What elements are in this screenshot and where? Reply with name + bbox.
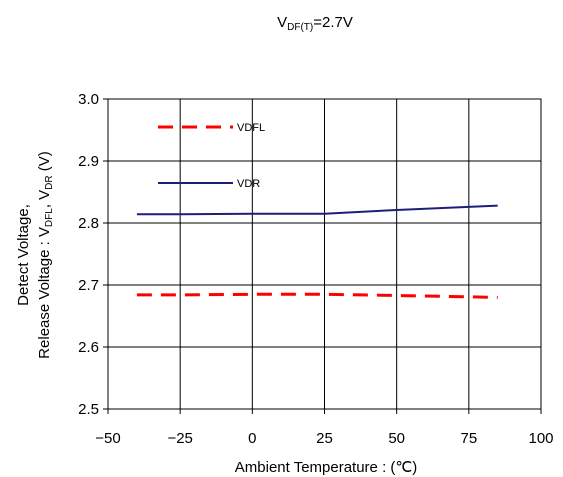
series-line-vdr bbox=[136, 204, 498, 216]
x-tick-label: 0 bbox=[248, 430, 256, 447]
y-axis-label: Detect Voltage, Release Voltage : VDFL, … bbox=[15, 151, 55, 359]
y-axis-label-line1: Detect Voltage, bbox=[15, 204, 32, 306]
x-tick-label: −50 bbox=[95, 430, 120, 447]
y-tick-label: 2.5 bbox=[78, 401, 99, 418]
y-tick-label: 2.6 bbox=[78, 339, 99, 356]
y-tick-label: 3.0 bbox=[78, 91, 99, 108]
y-tick-label: 2.7 bbox=[78, 277, 99, 294]
x-tick-label: 100 bbox=[528, 430, 553, 447]
y-tick-label: 2.8 bbox=[78, 215, 99, 232]
series-line-vdfl bbox=[136, 292, 498, 299]
y-tick-label: 2.9 bbox=[78, 153, 99, 170]
legend-label-vdr: VDR bbox=[237, 178, 260, 190]
x-axis-label: Ambient Temperature : (℃) bbox=[235, 459, 417, 476]
x-axis-ticks: −50 −25 0 25 50 75 100 bbox=[95, 409, 554, 447]
series-layer bbox=[136, 204, 498, 299]
legend: VDFL VDR bbox=[158, 122, 265, 190]
chart-title: VDF(T)=2.7V bbox=[277, 14, 353, 33]
grid bbox=[108, 99, 541, 409]
y-axis-ticks: 2.5 2.6 2.7 2.8 2.9 3.0 bbox=[78, 91, 108, 418]
x-tick-label: 25 bbox=[316, 430, 333, 447]
x-tick-label: 50 bbox=[388, 430, 405, 447]
x-tick-label: 75 bbox=[460, 430, 477, 447]
x-tick-label: −25 bbox=[167, 430, 192, 447]
legend-label-vdfl: VDFL bbox=[237, 122, 265, 134]
y-axis-label-line2: Release Voltage : VDFL, VDR (V) bbox=[36, 151, 55, 359]
